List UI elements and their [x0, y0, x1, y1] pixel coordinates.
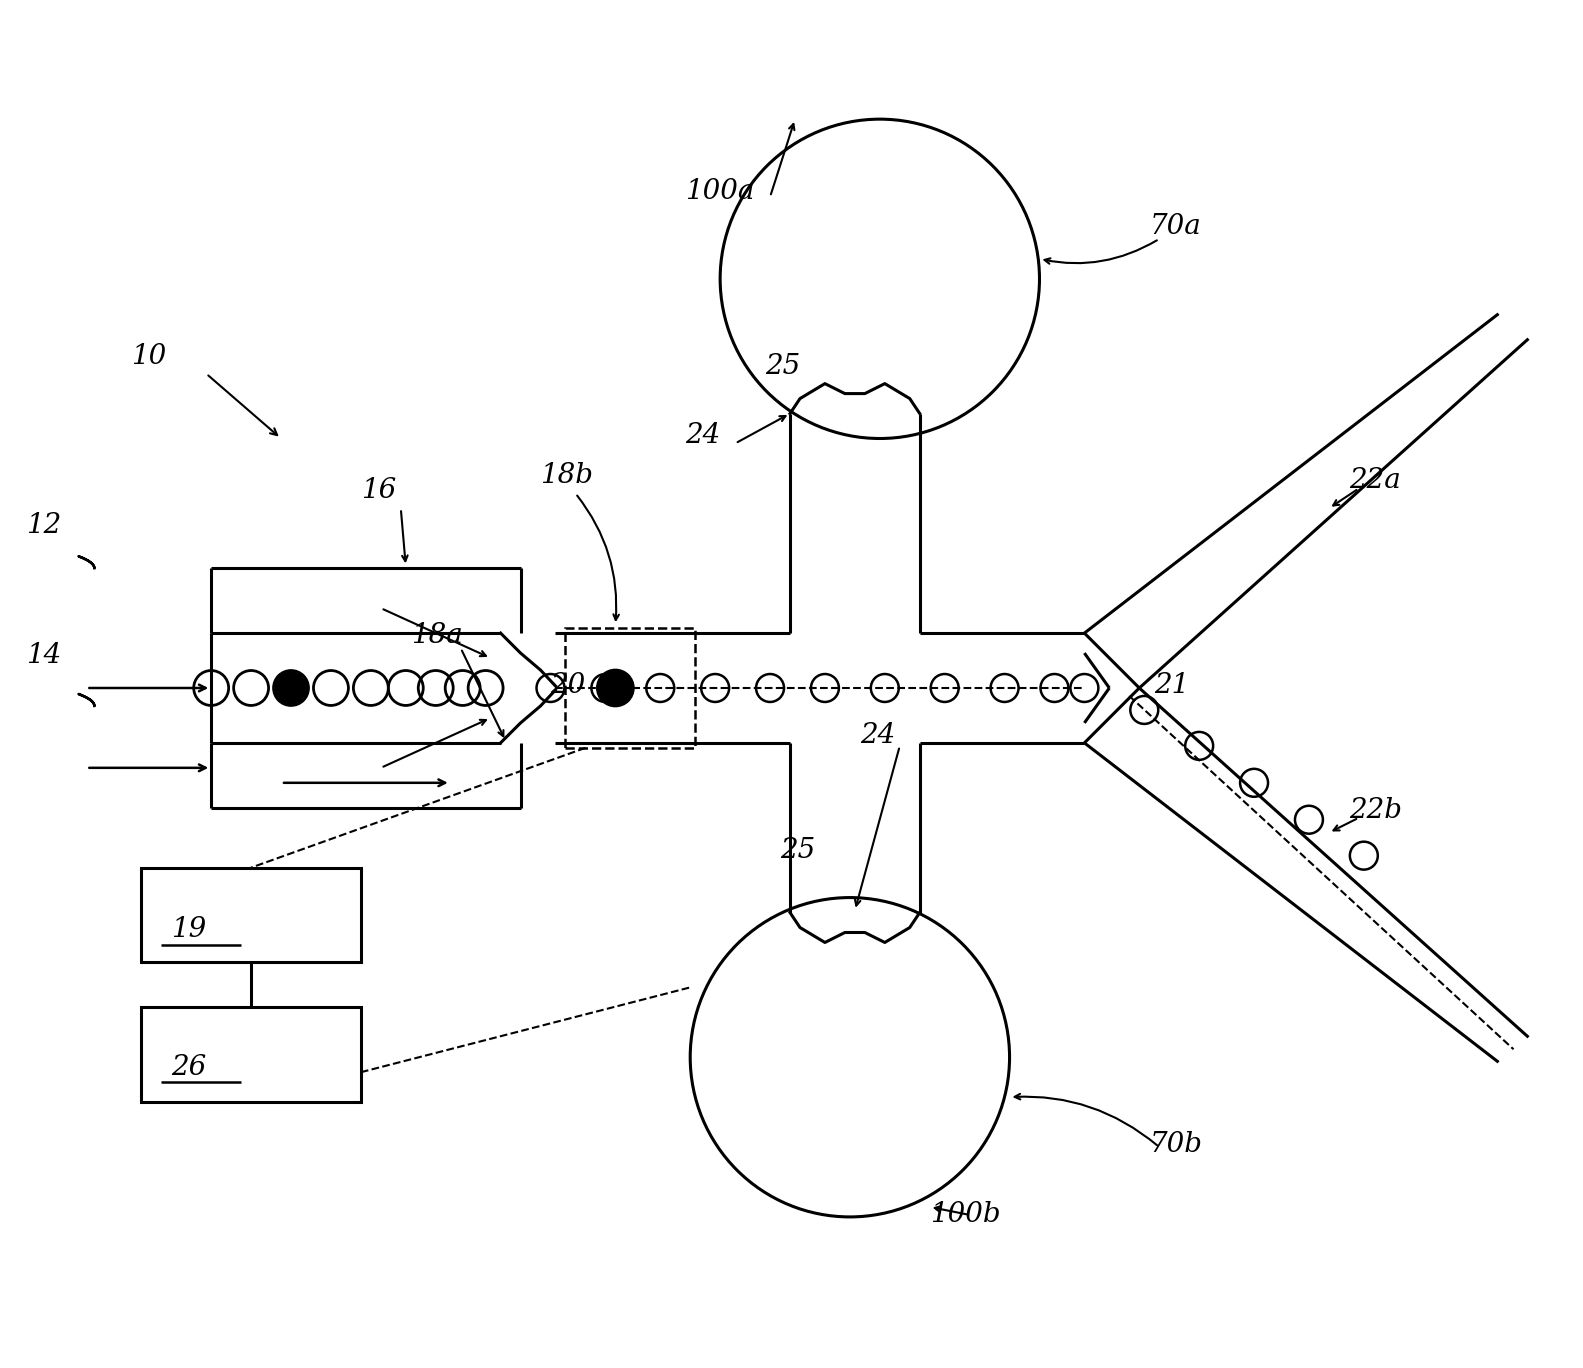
Circle shape — [597, 670, 633, 706]
Text: 26: 26 — [171, 1055, 206, 1081]
Text: 70a: 70a — [1149, 213, 1201, 239]
Bar — [565, 628, 695, 748]
Text: 22a: 22a — [1349, 468, 1401, 494]
Text: 18b: 18b — [540, 462, 594, 490]
Text: 25: 25 — [765, 353, 801, 380]
Text: 24: 24 — [685, 423, 720, 450]
Text: 14: 14 — [27, 642, 62, 669]
Text: 19: 19 — [171, 917, 206, 944]
Text: 12: 12 — [27, 512, 62, 539]
Text: 20: 20 — [551, 672, 586, 699]
Bar — [141, 1007, 361, 1103]
Text: 100a: 100a — [685, 178, 755, 205]
Text: 100b: 100b — [929, 1201, 1000, 1228]
Circle shape — [274, 670, 309, 706]
Text: 25: 25 — [780, 837, 815, 863]
Text: 22b: 22b — [1349, 796, 1403, 824]
Bar — [141, 867, 361, 963]
Text: 18a: 18a — [410, 622, 462, 648]
Text: 16: 16 — [361, 477, 396, 505]
Text: 21: 21 — [1154, 672, 1189, 699]
Text: 70b: 70b — [1149, 1131, 1201, 1159]
Text: 10: 10 — [131, 342, 166, 369]
Text: 24: 24 — [860, 722, 894, 748]
